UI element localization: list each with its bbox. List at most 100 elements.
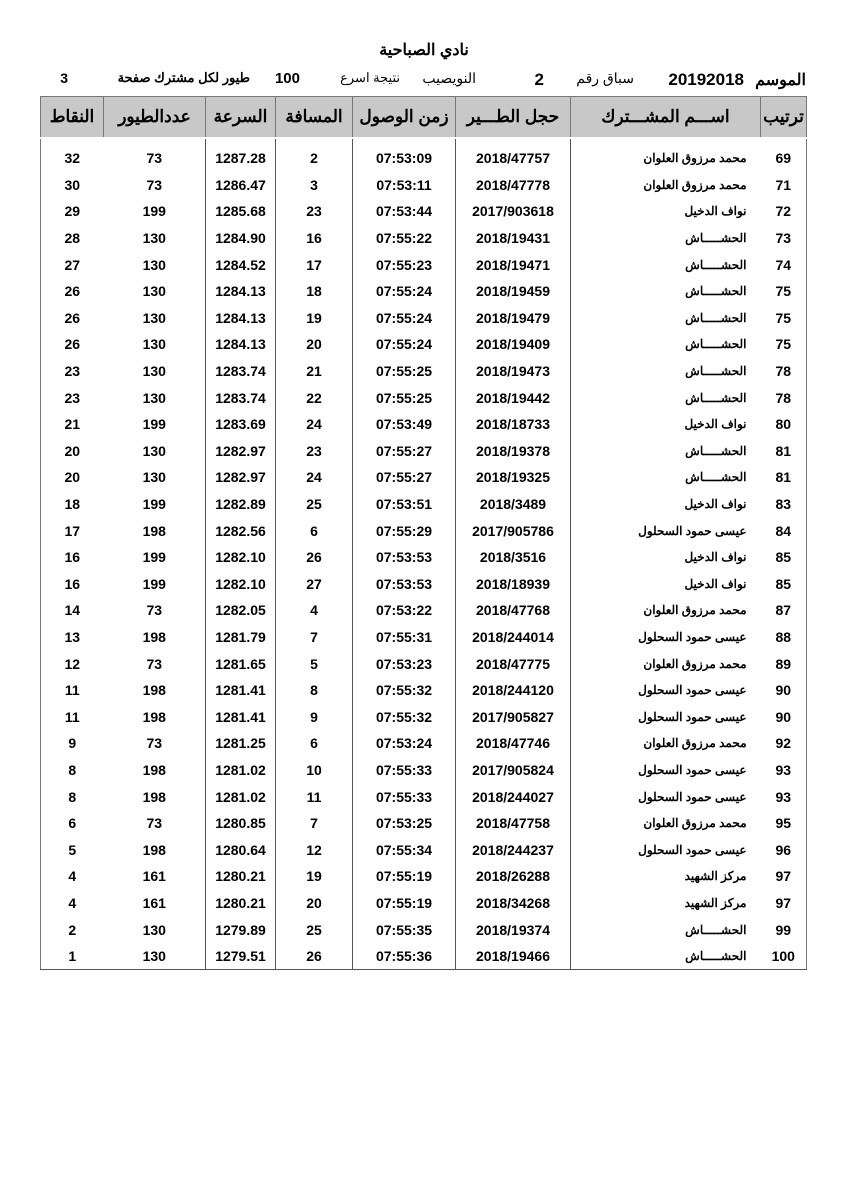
cell-points: 13 xyxy=(64,628,81,645)
cell-arrival-time: 07:55:23 xyxy=(352,251,456,278)
cell-distance: 3 xyxy=(275,171,353,199)
table-row: 71 محمد مرزوق العلوان 2018/47778 07:53:11 3 1… xyxy=(41,171,807,199)
table-row: 75 الحشـــــاش 2018/19459 07:55:24 18 1284.13… xyxy=(41,277,807,305)
table-row: 85 نواف الدخيل 2018/3516 07:53:53 26 1282.10 1… xyxy=(41,543,807,571)
cell-participant: عيسى حمود السحلول xyxy=(570,836,761,864)
cell-points: 14 xyxy=(64,602,81,619)
cell-participant: محمد مرزوق العلوان xyxy=(570,171,761,199)
cell-ring: 2018/19325 xyxy=(455,464,571,491)
column-header-points: النقاط xyxy=(40,96,104,139)
cell-rank: 80 xyxy=(775,416,792,433)
table-row: 73 الحشـــــاش 2018/19431 07:55:22 16 1284.90… xyxy=(41,224,807,252)
cell-arrival-time: 07:55:24 xyxy=(352,331,456,358)
results-table: ترتيب اســـم المشـــترك حجل الطـــير زمن ال… xyxy=(40,96,807,971)
cell-speed: 1281.02 xyxy=(205,756,276,784)
cell-distance: 23 xyxy=(275,437,353,465)
cell-ring: 2018/47768 xyxy=(455,597,571,624)
cell-participant: عيسى حمود السحلول xyxy=(570,756,761,784)
cell-bird-count: 198 xyxy=(142,841,166,858)
table-row: 83 نواف الدخيل 2018/3489 07:53:51 25 1282.89 1… xyxy=(41,490,807,518)
cell-participant: الحشـــــاش xyxy=(570,464,761,491)
cell-distance: 2 xyxy=(275,138,353,172)
cell-speed: 1283.74 xyxy=(205,384,276,411)
cell-participant: الحشـــــاش xyxy=(570,251,761,278)
cell-distance: 5 xyxy=(275,650,353,677)
cell-arrival-time: 07:55:32 xyxy=(352,676,456,704)
table-row: 92 محمد مرزوق العلوان 2018/47746 07:53:24 6 1… xyxy=(41,730,807,757)
cell-rank: 100 xyxy=(771,948,795,965)
table-row: 81 الحشـــــاش 2018/19378 07:55:27 23 1282.97… xyxy=(41,437,807,465)
cell-speed: 1281.41 xyxy=(205,703,276,731)
cell-ring: 2018/47778 xyxy=(455,171,571,199)
cell-rank: 90 xyxy=(775,682,792,699)
table-row: 84 عيسى حمود السحلول 2017/905786 07:55:29 6 1… xyxy=(41,517,807,544)
cell-speed: 1282.56 xyxy=(205,517,276,544)
cell-rank: 90 xyxy=(775,708,792,725)
season-value: 20192018 xyxy=(668,70,744,89)
cell-speed: 1284.13 xyxy=(205,277,276,305)
cell-ring: 2018/18733 xyxy=(455,410,571,438)
table-row: 93 عيسى حمود السحلول 2017/905824 07:55:33 10… xyxy=(41,756,807,784)
cell-participant: الحشـــــاش xyxy=(570,942,761,970)
cell-speed: 1280.21 xyxy=(205,889,276,917)
cell-ring: 2018/19466 xyxy=(455,942,571,970)
header-row: ترتيب اســـم المشـــترك حجل الطـــير زمن ال… xyxy=(40,96,807,139)
cell-speed: 1279.89 xyxy=(205,916,276,943)
cell-rank: 87 xyxy=(775,602,792,619)
cell-rank: 97 xyxy=(775,868,792,885)
table-row: 80 نواف الدخيل 2018/18733 07:53:49 24 1283.69… xyxy=(41,410,807,438)
table-row: 96 عيسى حمود السحلول 2018/244237 07:55:34 12… xyxy=(41,836,807,864)
table-row: 81 الحشـــــاش 2018/19325 07:55:27 24 1282.97… xyxy=(41,464,807,491)
cell-participant: الحشـــــاش xyxy=(570,304,761,332)
cell-ring: 2018/19374 xyxy=(455,916,571,943)
cell-distance: 24 xyxy=(275,410,353,438)
cell-arrival-time: 07:53:53 xyxy=(352,570,456,598)
cell-ring: 2018/19409 xyxy=(455,331,571,358)
cell-rank: 78 xyxy=(775,363,792,380)
cell-participant: الحشـــــاش xyxy=(570,357,761,385)
cell-arrival-time: 07:55:22 xyxy=(352,224,456,252)
cell-bird-count: 198 xyxy=(142,628,166,645)
cell-ring: 2018/244237 xyxy=(455,836,571,864)
table-row: 74 الحشـــــاش 2018/19471 07:55:23 17 1284.52… xyxy=(41,251,807,278)
cell-rank: 95 xyxy=(775,815,792,832)
cell-distance: 25 xyxy=(275,916,353,943)
cell-distance: 18 xyxy=(275,277,353,305)
cell-bird-count: 73 xyxy=(146,602,163,619)
cell-ring: 2018/19479 xyxy=(455,304,571,332)
race-number: 2 xyxy=(534,70,544,89)
cell-bird-count: 130 xyxy=(142,442,166,459)
cell-points: 17 xyxy=(64,522,81,539)
cell-points: 29 xyxy=(64,203,81,220)
cell-ring: 2017/903618 xyxy=(455,198,571,225)
cell-arrival-time: 07:53:49 xyxy=(352,410,456,438)
cell-rank: 97 xyxy=(775,894,792,911)
cell-speed: 1287.28 xyxy=(205,138,276,172)
cell-bird-count: 199 xyxy=(142,496,166,513)
cell-points: 20 xyxy=(64,442,81,459)
race-info: الموسم 20192018 سباق رقم 2 النويصيب نتيج… xyxy=(40,70,806,94)
cell-bird-count: 198 xyxy=(142,761,166,778)
cell-participant: عيسى حمود السحلول xyxy=(570,623,761,651)
column-header-distance: المسافة xyxy=(275,96,353,139)
cell-participant: نواف الدخيل xyxy=(570,198,761,225)
cell-ring: 2018/47757 xyxy=(455,138,571,172)
column-header-bird-count: عددالطيور xyxy=(103,96,206,139)
cell-participant: محمد مرزوق العلوان xyxy=(570,730,761,757)
table-row: 97 مركز الشهيد 2018/26288 07:55:19 19 1280.21… xyxy=(41,863,807,890)
table-row: 99 الحشـــــاش 2018/19374 07:55:35 25 1279.89… xyxy=(41,916,807,943)
cell-ring: 2018/19471 xyxy=(455,251,571,278)
cell-points: 16 xyxy=(64,549,81,566)
cell-points: 6 xyxy=(68,815,77,832)
race-label: سباق رقم xyxy=(576,70,634,86)
cell-ring: 2018/47775 xyxy=(455,650,571,677)
cell-arrival-time: 07:55:19 xyxy=(352,863,456,890)
cell-rank: 93 xyxy=(775,788,792,805)
cell-speed: 1282.97 xyxy=(205,464,276,491)
cell-ring: 2018/19473 xyxy=(455,357,571,385)
column-header-ring: حجل الطـــير xyxy=(455,96,571,139)
cell-distance: 27 xyxy=(275,570,353,598)
cell-arrival-time: 07:53:51 xyxy=(352,490,456,518)
cell-bird-count: 130 xyxy=(142,283,166,300)
cell-arrival-time: 07:55:32 xyxy=(352,703,456,731)
